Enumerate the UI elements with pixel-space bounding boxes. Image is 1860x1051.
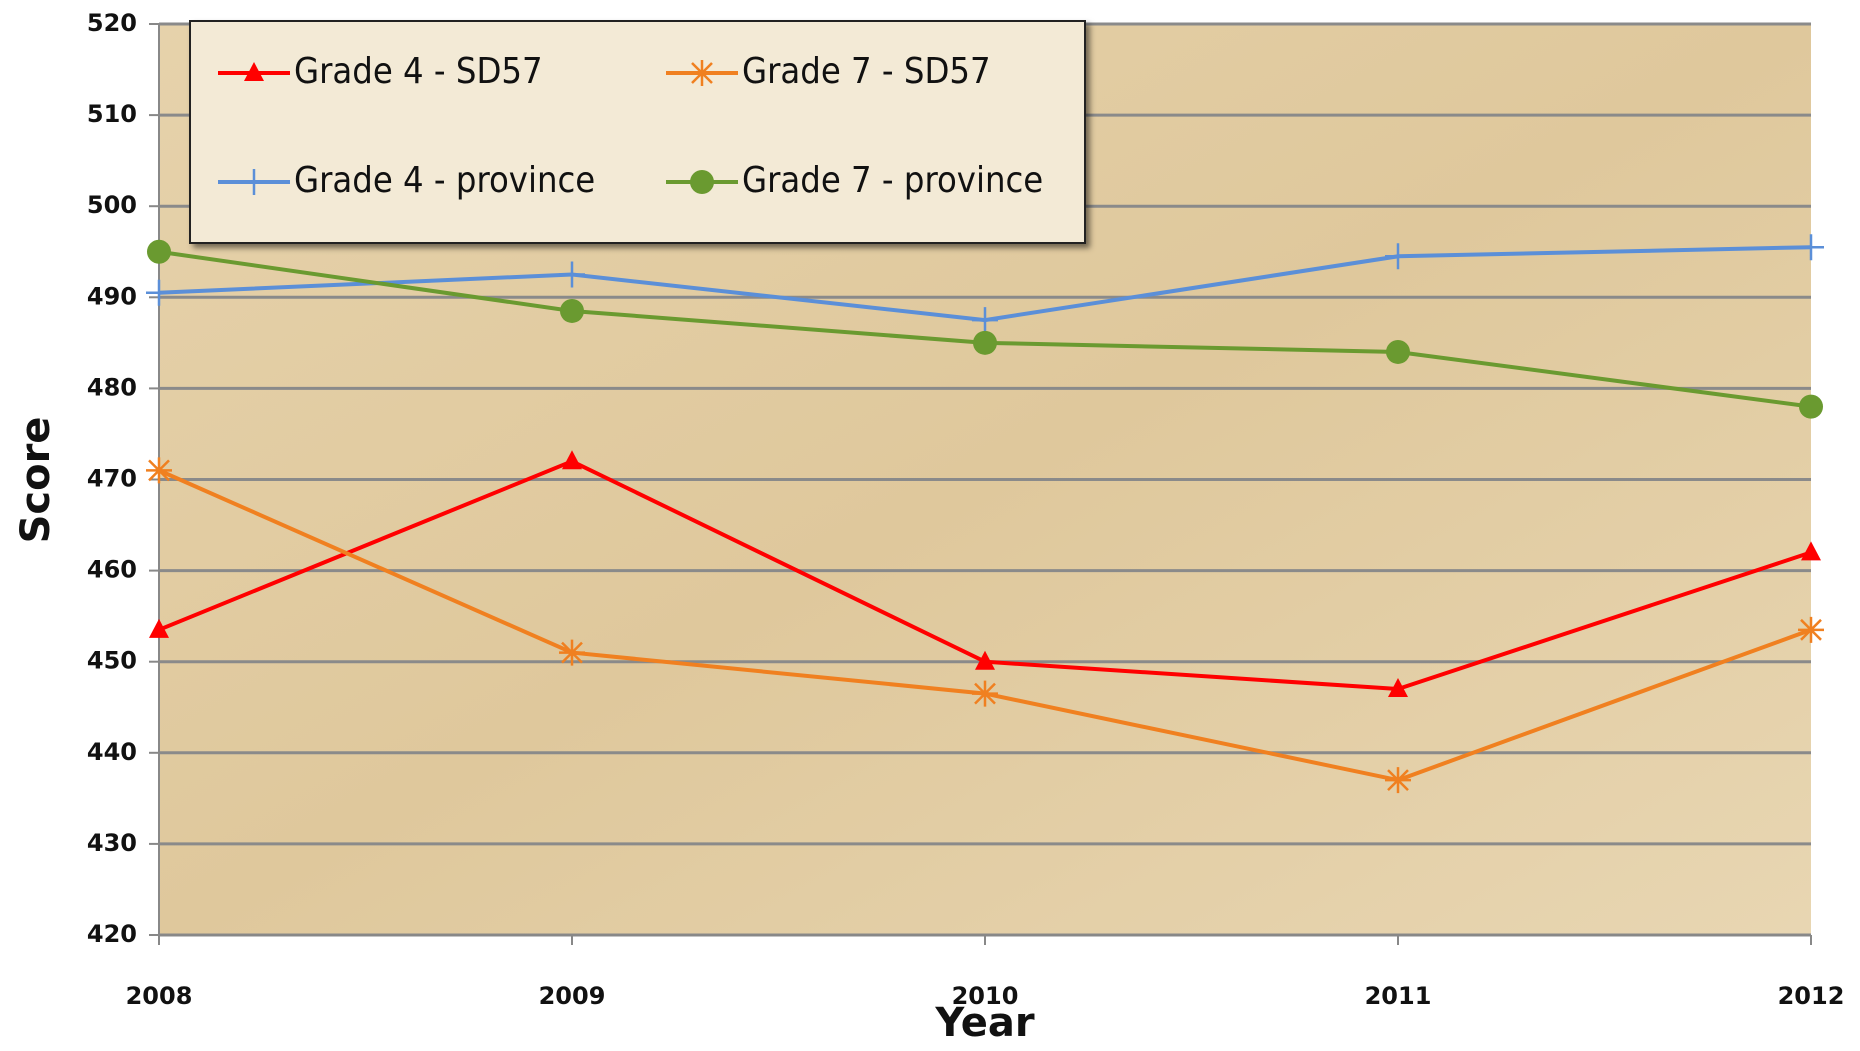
x-tick-label: 2008 xyxy=(126,982,193,1010)
marker xyxy=(562,450,582,470)
y-tick-label: 420 xyxy=(87,920,137,948)
x-tick-label: 2012 xyxy=(1778,982,1845,1010)
marker xyxy=(689,60,715,86)
marker xyxy=(1388,678,1408,698)
marker xyxy=(244,62,264,81)
y-tick-label: 440 xyxy=(87,738,137,766)
y-tick-label: 460 xyxy=(87,556,137,584)
marker xyxy=(559,639,585,666)
y-tick-label: 500 xyxy=(87,191,137,219)
marker xyxy=(559,261,585,288)
marker xyxy=(146,457,172,484)
marker xyxy=(241,169,267,195)
marker xyxy=(1385,243,1411,270)
y-tick-label: 430 xyxy=(87,829,137,857)
marker xyxy=(973,330,997,355)
marker xyxy=(1385,767,1411,794)
marker xyxy=(560,298,584,323)
y-tick-label: 490 xyxy=(87,282,137,310)
x-tick-label: 2010 xyxy=(952,982,1019,1010)
marker xyxy=(1798,234,1824,261)
marker xyxy=(1801,541,1821,561)
marker xyxy=(1386,339,1410,364)
legend-label: Grade 4 - SD57 xyxy=(294,51,543,92)
y-tick-label: 470 xyxy=(87,465,137,493)
series xyxy=(146,234,1824,794)
x-axis-title: Year xyxy=(934,1000,1034,1046)
y-tick-label: 450 xyxy=(87,647,137,675)
marker xyxy=(1798,616,1824,643)
y-tick-label: 520 xyxy=(87,9,137,37)
legend-label: Grade 4 - province xyxy=(294,160,595,201)
marker xyxy=(147,239,171,264)
marker xyxy=(1799,394,1823,419)
legend: Grade 4 - SD57 Grade 7 - SD57 Grade 4 - pr… xyxy=(218,51,1043,201)
legend-box xyxy=(189,20,1086,244)
marker xyxy=(972,307,998,334)
y-tick-label: 510 xyxy=(87,100,137,128)
marker xyxy=(975,650,995,670)
x-tick-label: 2011 xyxy=(1365,982,1432,1010)
marker xyxy=(149,618,169,638)
x-tick-label: 2009 xyxy=(539,982,606,1010)
legend-label: Grade 7 - province xyxy=(742,160,1043,201)
y-axis-title: Score xyxy=(13,417,59,544)
y-tick-label: 480 xyxy=(87,373,137,401)
legend-label: Grade 7 - SD57 xyxy=(742,51,991,92)
marker xyxy=(690,170,714,194)
marker xyxy=(146,279,172,306)
marker xyxy=(972,680,998,707)
